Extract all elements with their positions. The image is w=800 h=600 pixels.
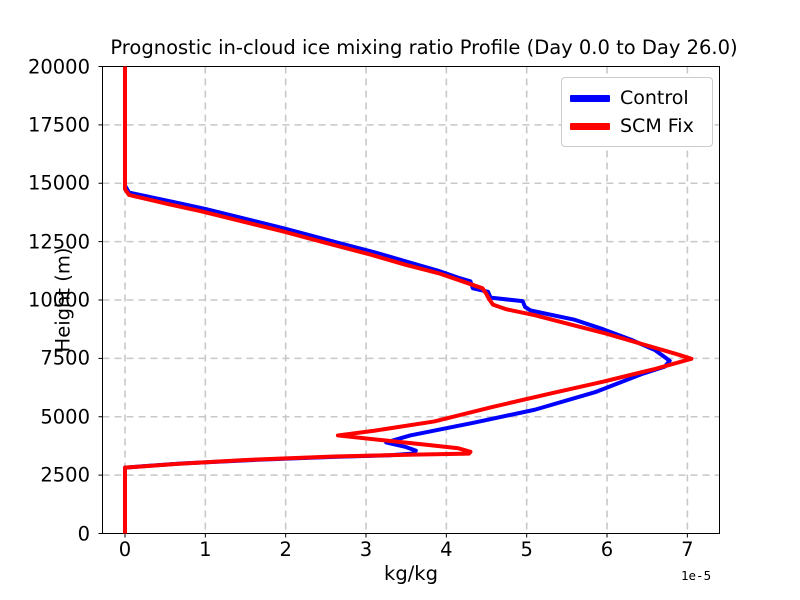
y-tick-label: 20000	[27, 55, 90, 78]
y-tick-label: 5000	[40, 405, 90, 429]
y-tick-label: 2500	[40, 463, 90, 487]
y-tick-label: 12500	[27, 230, 90, 254]
y-tick-label: 10000	[27, 288, 90, 312]
x-tick-label: 0	[118, 538, 132, 561]
axis-ticks	[98, 66, 688, 538]
x-tick-label: 3	[359, 538, 373, 561]
x-axis-label: kg/kg	[384, 562, 438, 585]
x-tick-label: 4	[440, 538, 453, 561]
legend-color-swatch	[570, 94, 610, 102]
y-tick-label: 15000	[27, 171, 90, 195]
legend-label: SCM Fix	[620, 115, 694, 137]
legend-entry[interactable]: SCM Fix	[570, 112, 704, 140]
y-tick-label: 7500	[40, 346, 90, 370]
legend-label: Control	[620, 87, 689, 109]
y-tick-label: 17500	[27, 113, 90, 137]
x-tick-label: 1	[199, 538, 212, 561]
data-series-group	[122, 66, 694, 534]
x-tick-label: 5	[520, 538, 533, 561]
plot-frame	[102, 66, 720, 534]
series-line-scm-fix	[122, 66, 694, 534]
legend-entry[interactable]: Control	[570, 84, 704, 112]
chart-title: Prognostic in-cloud ice mixing ratio Pro…	[110, 36, 738, 59]
x-tick-label: 7	[681, 538, 694, 561]
x-tick-label: 2	[279, 538, 292, 561]
legend-color-swatch	[570, 122, 610, 130]
x-tick-label: 6	[600, 538, 614, 561]
y-tick-label: 0	[77, 522, 90, 545]
chart-legend: Control SCM Fix	[561, 77, 713, 147]
x-axis-offset-text: 1e-5	[681, 568, 712, 583]
